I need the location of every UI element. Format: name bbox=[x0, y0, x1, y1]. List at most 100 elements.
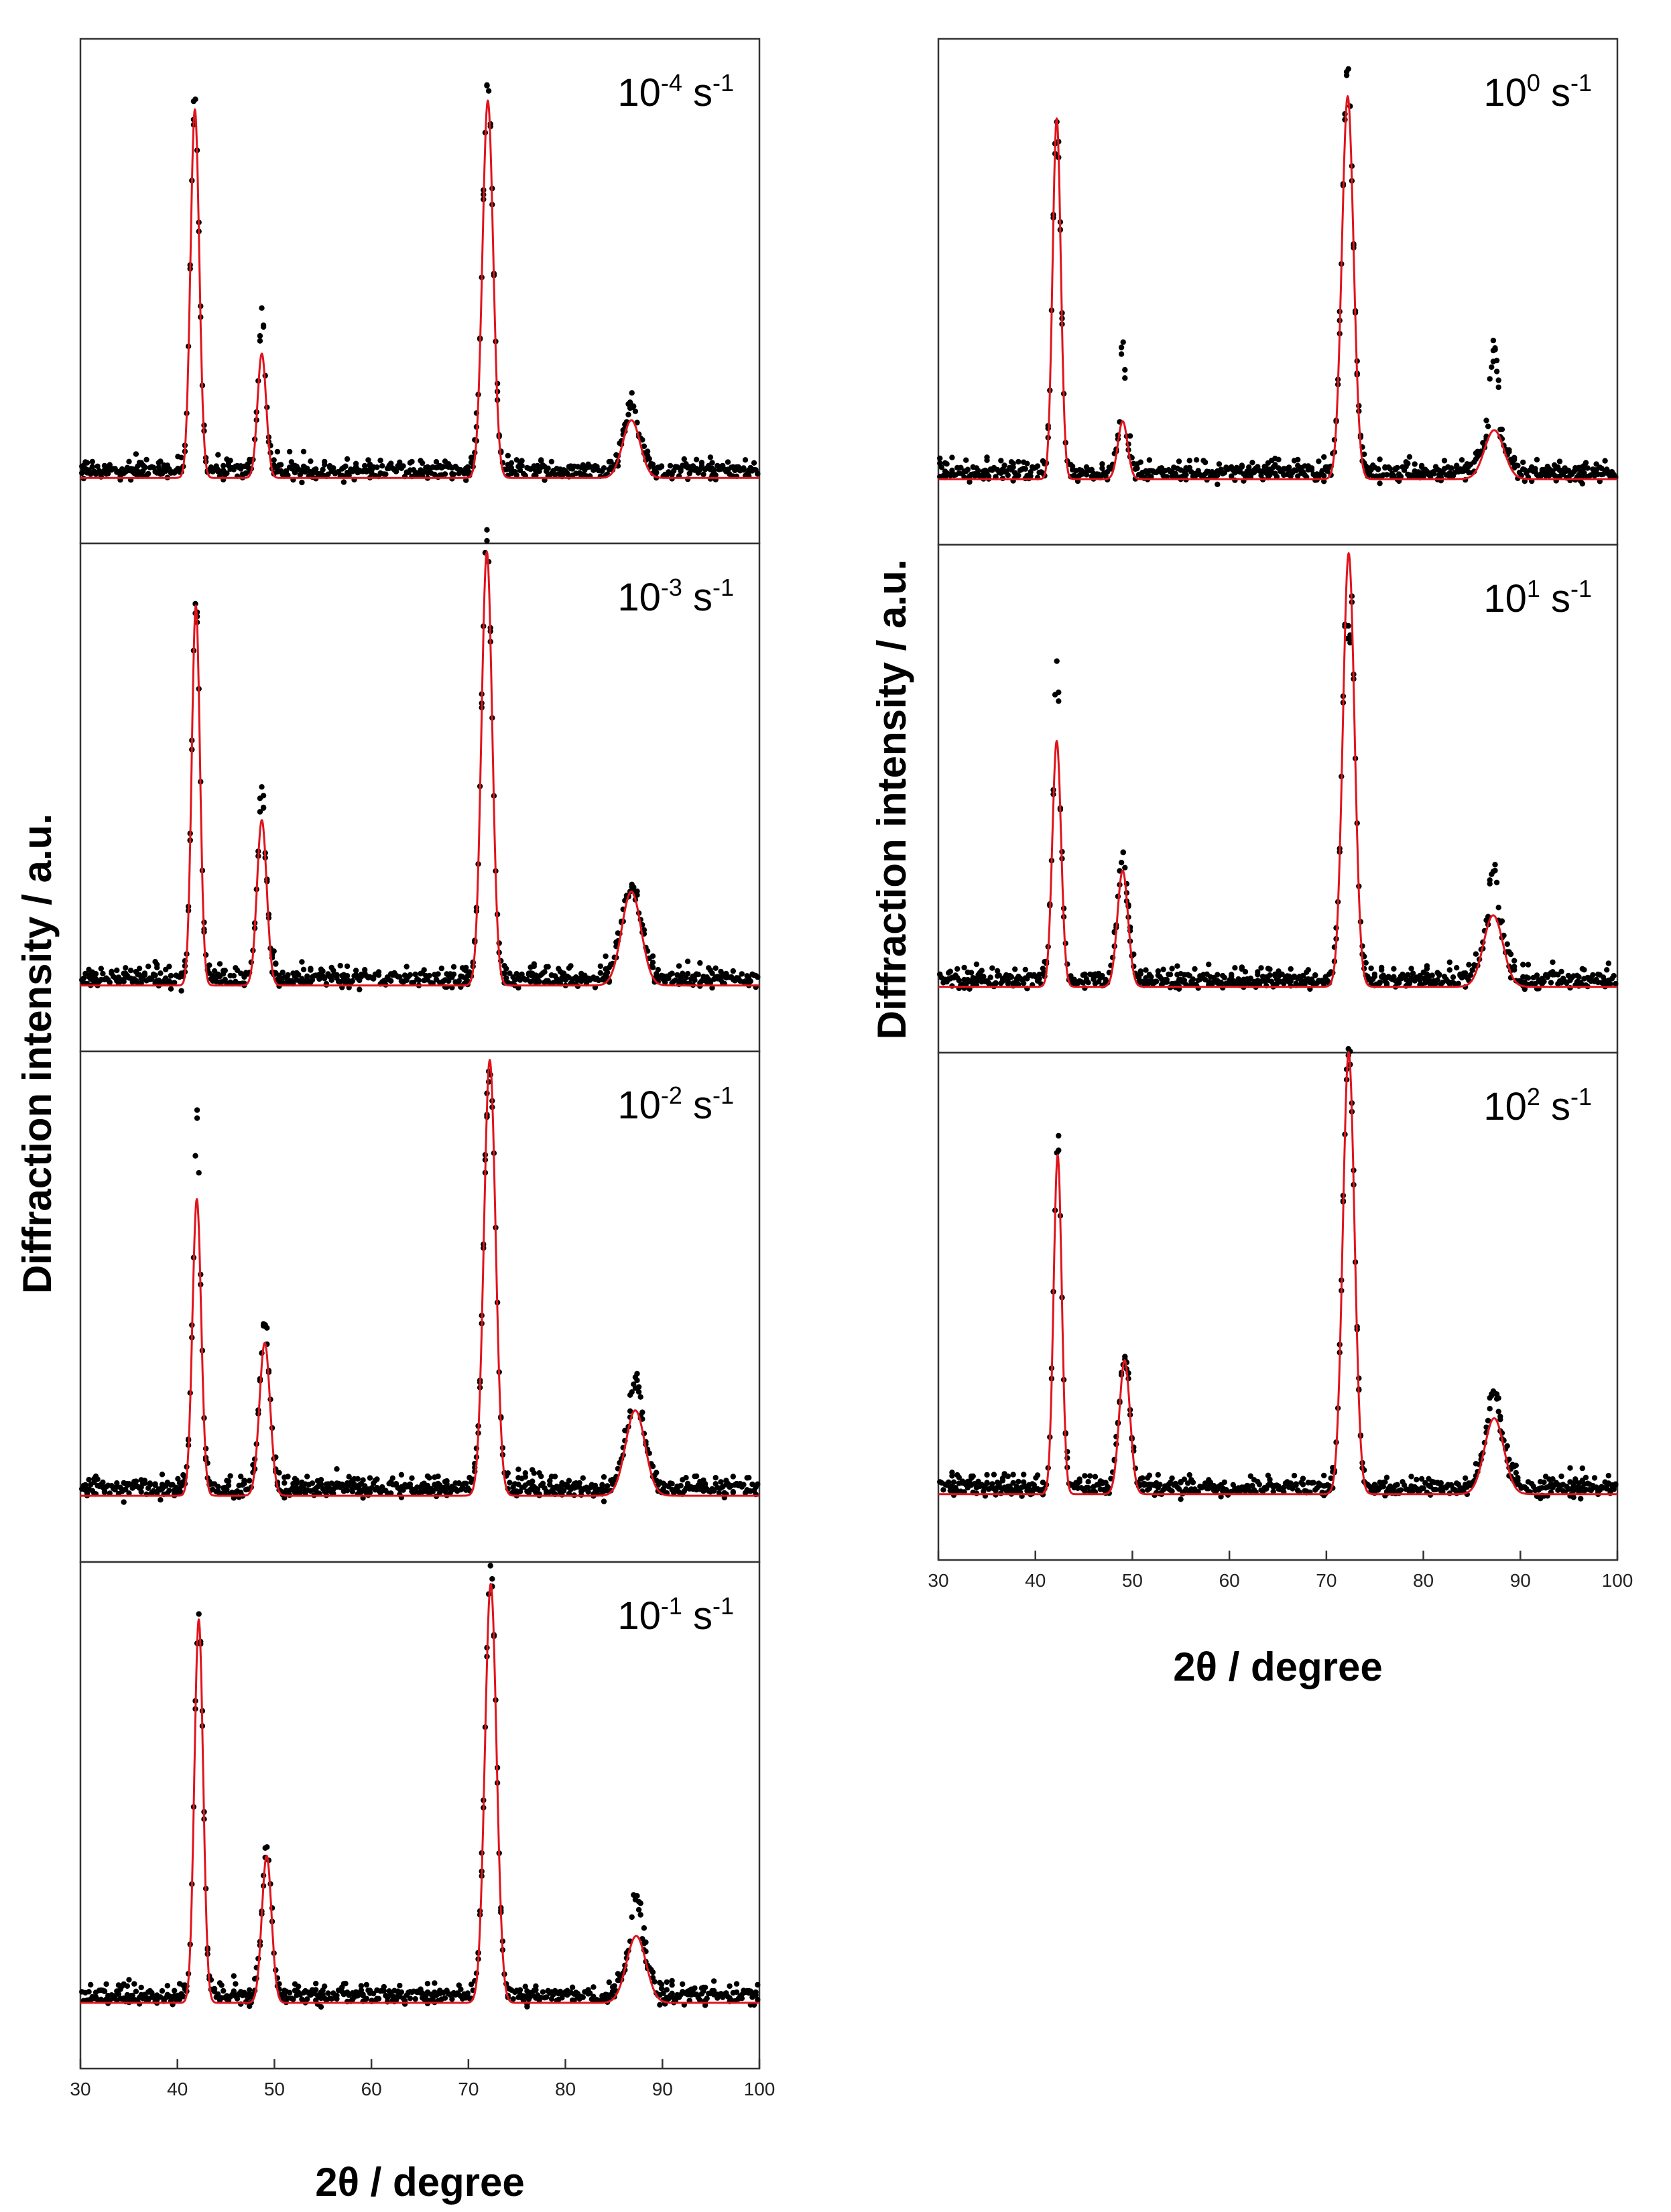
x-tick-label: 30 bbox=[928, 1570, 948, 1591]
data-point bbox=[355, 1476, 361, 1482]
data-point bbox=[692, 1985, 698, 1992]
data-point bbox=[669, 1481, 675, 1487]
data-point bbox=[1454, 965, 1460, 971]
data-point bbox=[660, 1990, 666, 1996]
data-point bbox=[133, 1988, 139, 1994]
data-point bbox=[1186, 1472, 1192, 1478]
data-point bbox=[707, 454, 714, 460]
data-point bbox=[282, 1480, 288, 1486]
data-point bbox=[1155, 1472, 1162, 1478]
data-point bbox=[601, 465, 607, 471]
data-point bbox=[1056, 1132, 1062, 1139]
data-point bbox=[304, 1996, 310, 2002]
data-point bbox=[747, 978, 754, 984]
data-point bbox=[669, 1990, 675, 1996]
data-point bbox=[219, 1982, 225, 1988]
data-point bbox=[216, 961, 223, 967]
data-point bbox=[433, 1486, 440, 1492]
data-point bbox=[993, 980, 999, 986]
data-point bbox=[231, 973, 237, 979]
data-point bbox=[484, 527, 490, 533]
data-point bbox=[1585, 465, 1591, 471]
data-point bbox=[259, 784, 265, 790]
data-point bbox=[637, 1912, 643, 1918]
data-point bbox=[692, 977, 698, 983]
data-point bbox=[178, 988, 184, 994]
data-point bbox=[397, 1982, 403, 1989]
data-point bbox=[684, 958, 691, 964]
data-point bbox=[1015, 1478, 1022, 1485]
data-point bbox=[1022, 466, 1029, 472]
data-point bbox=[947, 968, 954, 974]
data-point bbox=[86, 1989, 92, 1995]
data-point bbox=[991, 1472, 997, 1478]
data-point bbox=[1300, 1476, 1306, 1482]
data-point bbox=[592, 1482, 599, 1489]
data-point bbox=[264, 1325, 270, 1331]
data-point bbox=[260, 793, 267, 799]
data-point bbox=[680, 1981, 686, 1988]
data-point bbox=[1567, 1465, 1573, 1471]
data-point bbox=[114, 967, 120, 974]
data-point bbox=[1122, 864, 1128, 871]
data-point bbox=[238, 970, 244, 976]
data-point bbox=[211, 1986, 218, 1992]
data-point bbox=[384, 1995, 391, 2001]
data-point bbox=[1015, 458, 1022, 465]
data-point bbox=[1377, 980, 1383, 986]
rate-label: 10-2 s-1 bbox=[617, 1082, 734, 1127]
data-point bbox=[365, 457, 371, 463]
data-point bbox=[468, 460, 475, 466]
data-point bbox=[1258, 965, 1264, 971]
data-point bbox=[286, 448, 293, 455]
x-tick-label: 100 bbox=[1602, 1570, 1633, 1591]
data-point bbox=[1232, 965, 1238, 971]
data-point bbox=[276, 1981, 282, 1987]
data-point bbox=[215, 1484, 221, 1490]
data-point bbox=[950, 1479, 957, 1485]
fit-curve bbox=[80, 99, 760, 479]
data-point bbox=[285, 972, 291, 978]
data-point bbox=[1583, 1474, 1589, 1481]
data-point bbox=[727, 1983, 733, 1990]
data-point bbox=[949, 1470, 955, 1476]
data-point bbox=[680, 970, 686, 976]
data-point bbox=[320, 968, 326, 974]
data-point bbox=[357, 986, 363, 992]
data-point bbox=[1513, 1470, 1519, 1476]
data-point bbox=[1495, 905, 1501, 911]
data-point bbox=[1291, 1472, 1298, 1479]
data-point bbox=[124, 1983, 131, 1989]
data-point bbox=[257, 333, 263, 339]
data-point bbox=[1122, 367, 1128, 373]
data-point bbox=[693, 1473, 700, 1480]
data-point bbox=[965, 466, 971, 472]
x-tick-label: 60 bbox=[1219, 1570, 1240, 1591]
data-point bbox=[508, 460, 515, 466]
data-point bbox=[1300, 1482, 1306, 1488]
data-point bbox=[548, 1996, 555, 2002]
data-point bbox=[1492, 862, 1498, 868]
data-point bbox=[126, 1490, 132, 1496]
data-point bbox=[458, 1986, 464, 1992]
data-point bbox=[1137, 968, 1143, 974]
data-point bbox=[1466, 962, 1472, 968]
data-point bbox=[100, 970, 106, 977]
data-point bbox=[233, 1981, 239, 1987]
x-axis: 30 40 50 60 70 80 90 100 2θ / degree bbox=[70, 2059, 775, 2205]
data-point bbox=[522, 1470, 528, 1476]
data-point bbox=[1221, 974, 1228, 981]
data-point bbox=[367, 1475, 373, 1481]
data-point bbox=[330, 968, 336, 974]
data-point bbox=[264, 1844, 270, 1850]
data-point bbox=[639, 1936, 645, 1942]
data-point bbox=[456, 978, 462, 984]
data-point bbox=[1239, 462, 1245, 468]
data-point bbox=[158, 1497, 164, 1503]
data-point bbox=[693, 456, 700, 462]
data-point bbox=[1379, 967, 1385, 973]
data-point bbox=[407, 1481, 414, 1488]
data-point bbox=[300, 448, 307, 455]
data-point bbox=[313, 1987, 319, 1993]
data-point bbox=[166, 964, 172, 970]
